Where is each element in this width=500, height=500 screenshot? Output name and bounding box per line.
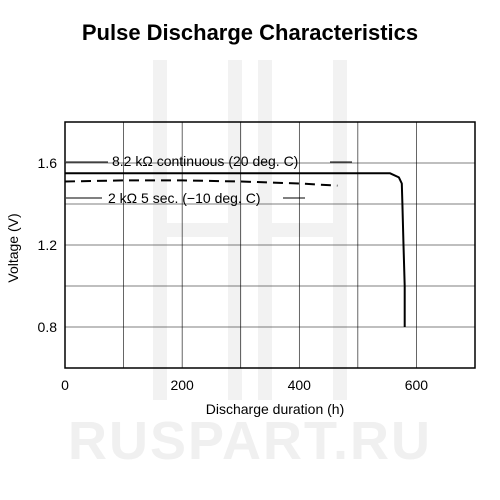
- x-tick-label: 0: [61, 377, 69, 393]
- watermark-text: RUSPART.RU: [67, 411, 432, 471]
- y-tick-label: 1.2: [38, 237, 58, 253]
- y-tick-label: 1.6: [38, 155, 58, 171]
- series-label: 2 kΩ 5 sec. (−10 deg. C): [108, 190, 260, 206]
- y-axis-label: Voltage (V): [5, 213, 21, 282]
- series-label: 8.2 kΩ continuous (20 deg. C): [112, 153, 298, 169]
- chart-title: Pulse Discharge Characteristics: [81, 20, 419, 45]
- x-tick-label: 200: [170, 377, 194, 393]
- series-line-pulse: [64, 179, 338, 187]
- x-tick-label: 600: [405, 377, 429, 393]
- grid: [65, 122, 475, 368]
- x-axis-label: Discharge duration (h): [206, 401, 345, 417]
- series-line-continuous: [65, 172, 406, 327]
- y-tick-label: 0.8: [38, 319, 58, 335]
- plot-frame: [64, 121, 476, 369]
- x-tick-label: 400: [288, 377, 312, 393]
